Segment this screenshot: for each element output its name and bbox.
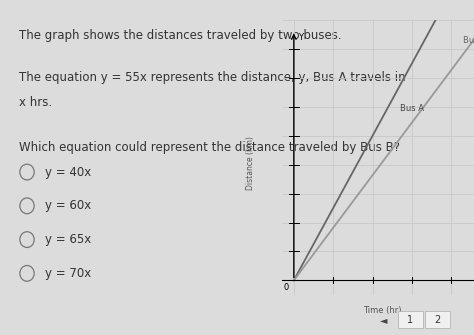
Text: y = 70x: y = 70x bbox=[45, 267, 91, 280]
Text: y = 60x: y = 60x bbox=[45, 199, 91, 212]
Text: The graph shows the distances traveled by two buses.: The graph shows the distances traveled b… bbox=[19, 28, 342, 42]
Text: 0: 0 bbox=[284, 283, 289, 292]
Text: ◄: ◄ bbox=[380, 315, 387, 325]
Text: Time (hr): Time (hr) bbox=[363, 307, 401, 315]
Text: Which equation could represent the distance traveled by Bus B?: Which equation could represent the dista… bbox=[19, 141, 401, 154]
Text: The equation y = 55x represents the distance, y, Bus A travels in: The equation y = 55x represents the dist… bbox=[19, 71, 406, 84]
Text: Y: Y bbox=[298, 33, 303, 42]
Text: y = 40x: y = 40x bbox=[45, 165, 91, 179]
FancyBboxPatch shape bbox=[398, 312, 423, 328]
Text: Bus A: Bus A bbox=[400, 104, 424, 113]
Text: 2: 2 bbox=[434, 315, 441, 325]
Text: y = 65x: y = 65x bbox=[45, 233, 91, 246]
Text: x hrs.: x hrs. bbox=[19, 96, 53, 109]
Text: Bus B: Bus B bbox=[463, 36, 474, 45]
Text: 1: 1 bbox=[408, 315, 413, 325]
Text: Distance (km): Distance (km) bbox=[246, 136, 255, 190]
FancyBboxPatch shape bbox=[425, 312, 450, 328]
